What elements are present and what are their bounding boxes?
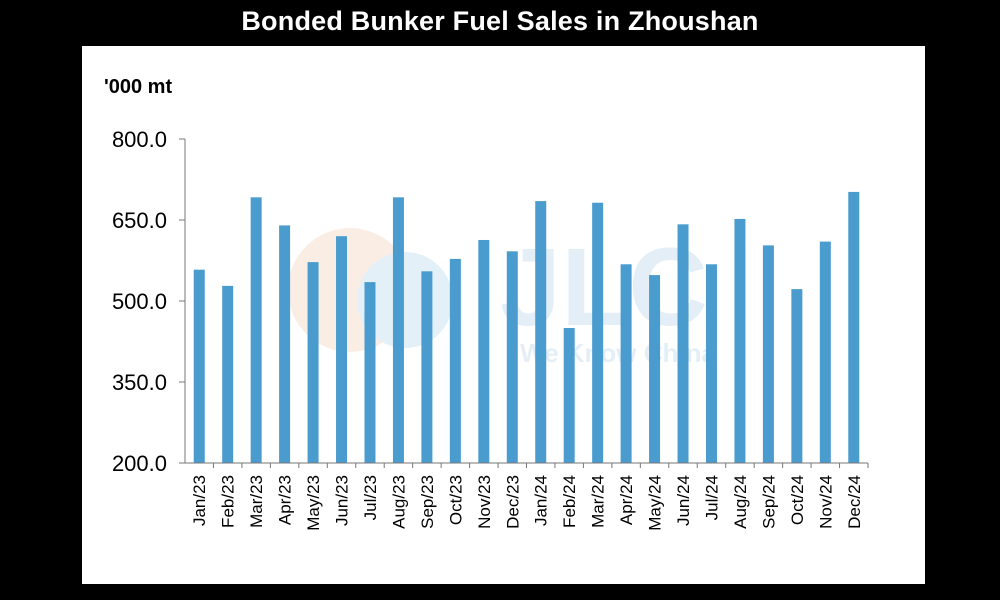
bar (563, 328, 575, 463)
y-axis-unit-label: '000 mt (104, 76, 173, 98)
bar (364, 282, 376, 463)
x-tick-label: Jun/23 (333, 475, 352, 526)
y-tick-label: 800.0 (112, 127, 167, 152)
x-tick-label: Jul/24 (702, 475, 721, 520)
bar (819, 241, 831, 463)
bar (620, 264, 632, 463)
x-tick-label: Jan/24 (532, 475, 551, 526)
y-tick-label: 350.0 (112, 370, 167, 395)
x-tick-label: Feb/24 (560, 475, 579, 528)
bar (336, 236, 348, 463)
bar (222, 285, 234, 463)
bars-group (193, 191, 860, 464)
x-tick-label: Oct/24 (788, 475, 807, 525)
x-tick-labels: Jan/23 Feb/23 Mar/23 Apr/23 May/23 Jun/23 Jul/… (190, 475, 864, 531)
bar (677, 224, 689, 463)
x-tick-label: Jul/23 (361, 475, 380, 520)
y-tick-label: 650.0 (112, 208, 167, 233)
x-tick-label: Aug/24 (731, 475, 750, 529)
bar (392, 197, 404, 463)
bar (421, 271, 433, 463)
x-tick-label: Feb/23 (219, 475, 238, 528)
x-tick-label: Dec/24 (845, 475, 864, 529)
bar (762, 245, 774, 463)
bar (649, 275, 661, 463)
bar (478, 239, 490, 463)
bar (734, 218, 746, 463)
x-tick-label: Nov/23 (475, 475, 494, 529)
y-tick-label: 200.0 (112, 451, 167, 476)
bar (791, 289, 803, 463)
x-tick-label: Jun/24 (674, 475, 693, 526)
chart-title: Bonded Bunker Fuel Sales in Zhoushan (241, 6, 759, 36)
x-tick-label: Aug/23 (389, 475, 408, 529)
x-tick-label: Mar/24 (589, 475, 608, 528)
x-tick-label: Sep/23 (418, 475, 437, 529)
bar (250, 197, 262, 463)
x-tick-label: Sep/24 (759, 475, 778, 529)
x-tick-label: Nov/24 (816, 475, 835, 529)
bar (848, 191, 860, 464)
bar (307, 262, 319, 463)
x-tick-label: Apr/23 (276, 475, 295, 525)
watermark-circle (288, 228, 412, 352)
x-tick-label: Apr/24 (617, 475, 636, 525)
bar (449, 258, 461, 463)
x-tick-label: Dec/23 (503, 475, 522, 529)
x-tick-label: Mar/23 (247, 475, 266, 528)
bar (279, 225, 291, 463)
bar (705, 264, 717, 463)
axes-group (179, 138, 869, 468)
bar (506, 251, 518, 463)
x-tick-label: Oct/23 (446, 475, 465, 525)
y-tick-labels: 800.0 650.0 500.0 350.0 200.0 (112, 127, 167, 476)
bar (592, 202, 604, 463)
x-tick-label: Jan/23 (190, 475, 209, 526)
x-tick-label: May/24 (646, 475, 665, 531)
watermark-logo-text: JLC (500, 226, 708, 349)
x-tick-label: May/23 (304, 475, 323, 531)
bar (535, 201, 547, 463)
bar (193, 269, 205, 463)
y-tick-label: 500.0 (112, 289, 167, 314)
